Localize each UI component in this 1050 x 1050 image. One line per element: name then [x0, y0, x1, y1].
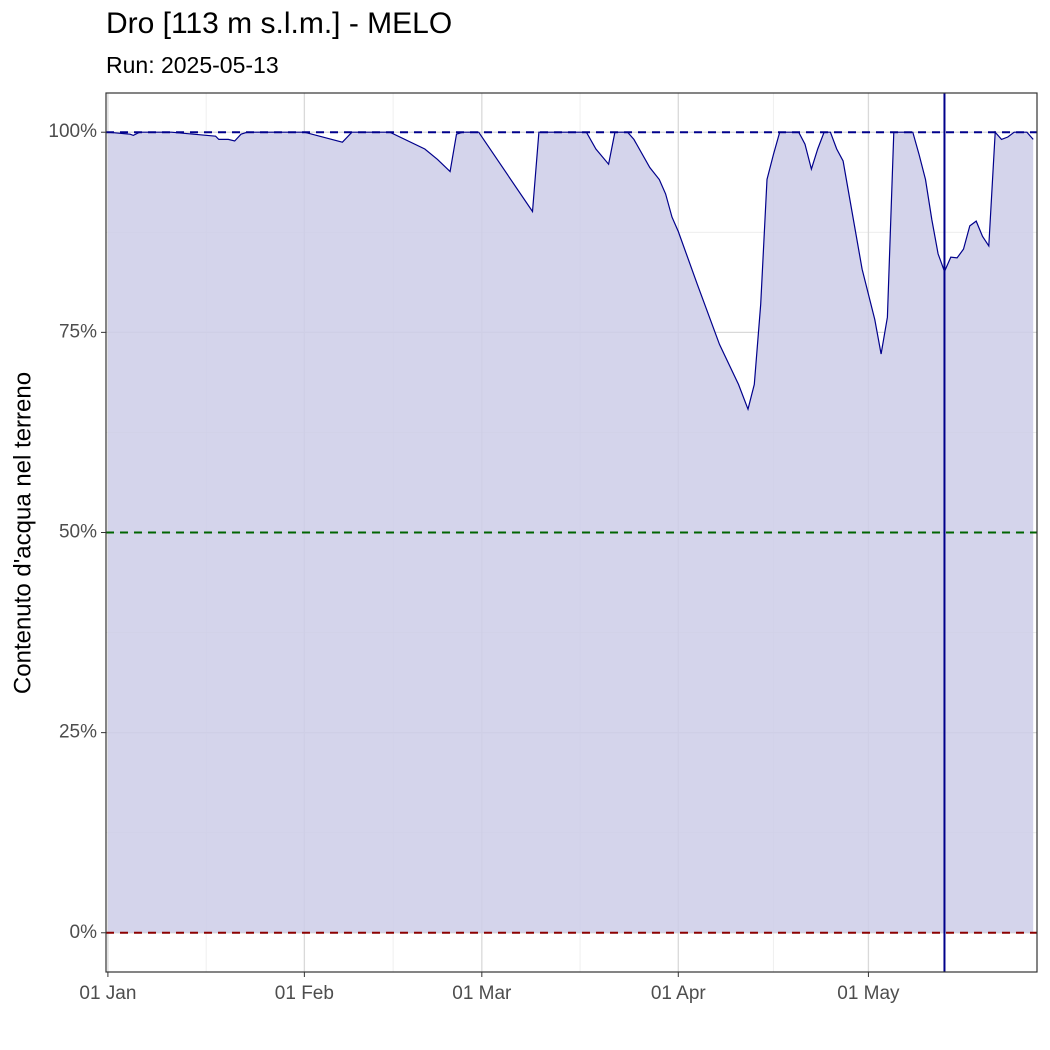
x-tick-label: 01 May: [837, 983, 900, 1004]
y-tick-label: 100%: [48, 121, 97, 142]
x-tick-label: 01 Feb: [275, 983, 334, 1004]
y-axis-label: Contenuto d'acqua nel terreno: [9, 372, 36, 694]
y-tick-label: 25%: [59, 722, 97, 743]
line: [107, 130, 1034, 412]
y-tick-label: 0%: [70, 922, 98, 943]
x-tick-label: 01 Apr: [651, 983, 707, 1004]
plot-border: [105, 92, 1038, 973]
chart-title: Dro [113 m s.l.m.] - MELO: [106, 7, 452, 40]
y-tick-label: 50%: [59, 522, 97, 543]
chart-subtitle: Run: 2025-05-13: [106, 52, 279, 78]
y-tick-label: 75%: [59, 321, 97, 342]
x-tick-label: 01 Jan: [79, 983, 136, 1004]
x-tick-label: 01 Mar: [452, 983, 512, 1004]
